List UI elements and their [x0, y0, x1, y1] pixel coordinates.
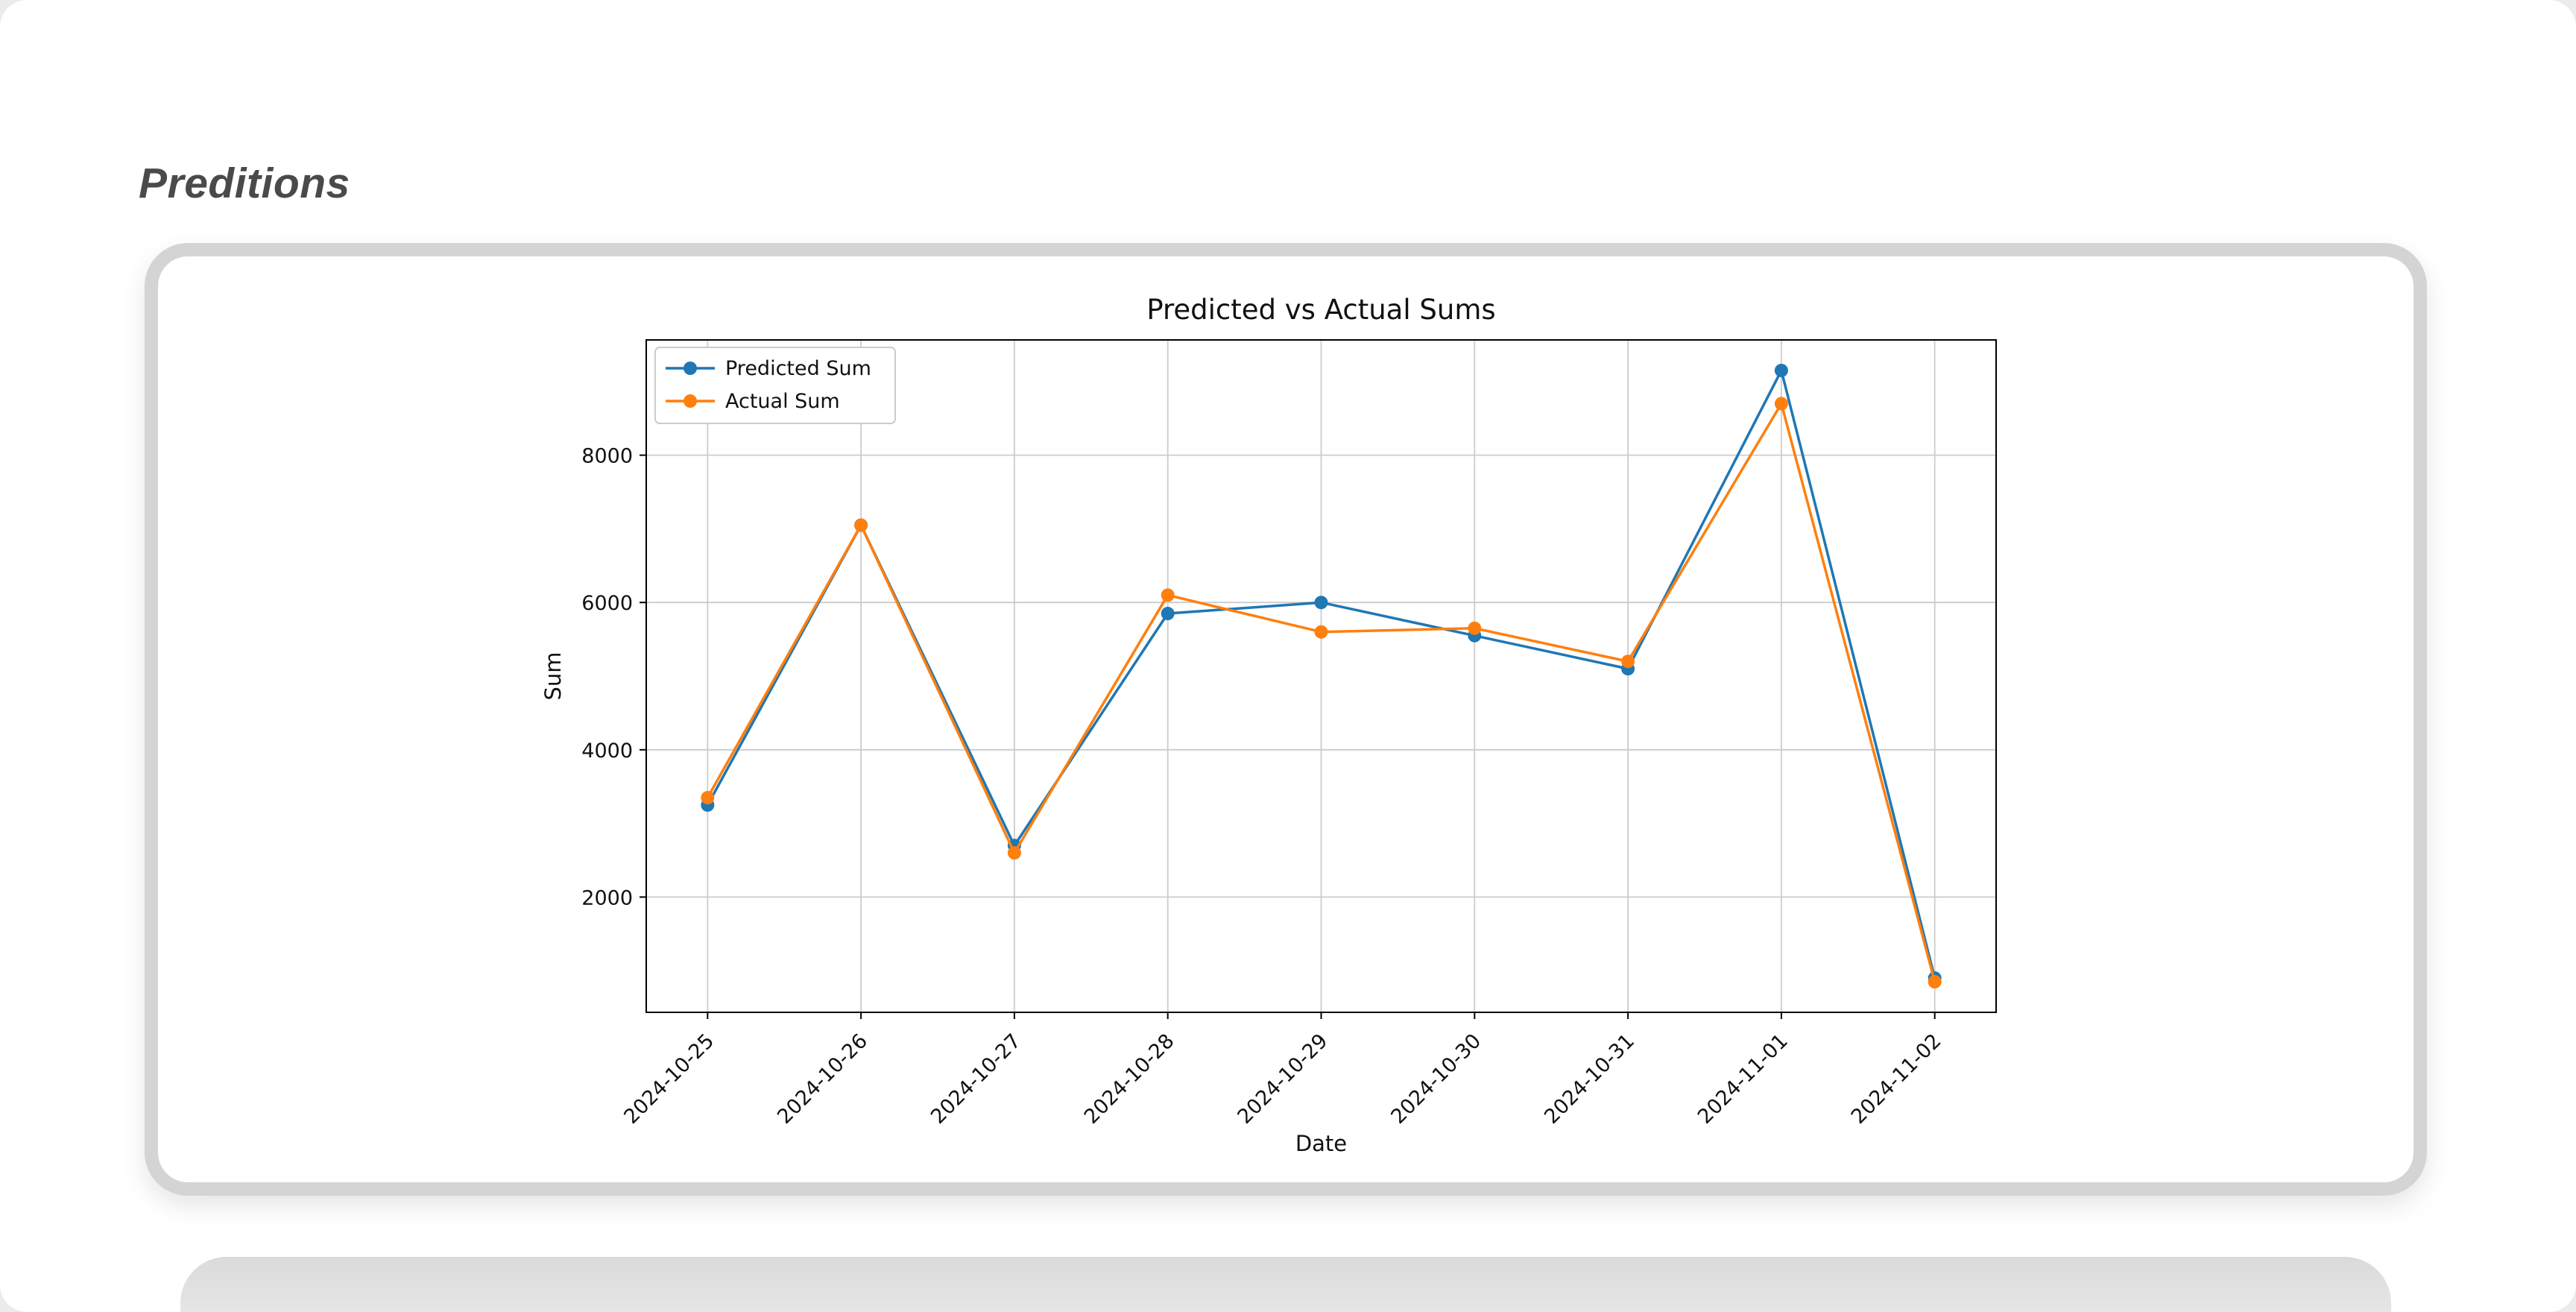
legend-label: Predicted Sum — [725, 357, 871, 380]
x-tick-label: 2024-10-26 — [773, 1029, 872, 1129]
data-point-marker — [1774, 364, 1788, 377]
chart-container: 2000 4000 6000 8000 2024-10-25 2024-10-26 2024… — [408, 288, 2361, 1171]
x-tick-label: 2024-10-30 — [1386, 1029, 1486, 1129]
legend-label: Actual Sum — [725, 390, 840, 413]
next-card-edge — [180, 1257, 2391, 1312]
legend-box — [654, 347, 896, 424]
legend-marker — [684, 394, 697, 408]
data-point-marker — [1468, 621, 1482, 635]
page-title: Preditions — [139, 160, 350, 207]
y-tick-label: 8000 — [581, 445, 633, 468]
y-tick-label: 6000 — [581, 592, 633, 615]
predictions-chart: 2000 4000 6000 8000 2024-10-25 2024-10-26 2024… — [540, 294, 1997, 1156]
x-axis-label: Date — [1295, 1131, 1347, 1156]
y-tick-label: 4000 — [581, 739, 633, 763]
data-point-marker — [1314, 596, 1328, 610]
data-point-marker — [1161, 607, 1175, 621]
data-point-marker — [1314, 625, 1328, 639]
data-point-marker — [1774, 397, 1788, 411]
x-tick-label: 2024-10-31 — [1540, 1029, 1639, 1129]
data-point-marker — [1007, 846, 1021, 860]
y-tick-label: 2000 — [581, 886, 633, 909]
data-point-marker — [1928, 975, 1942, 988]
data-point-marker — [1621, 655, 1635, 669]
x-tick-label: 2024-10-29 — [1234, 1029, 1333, 1129]
x-tick-label: 2024-11-02 — [1847, 1029, 1946, 1129]
legend-marker — [684, 362, 697, 375]
x-tick-label: 2024-10-27 — [926, 1029, 1026, 1129]
x-tick-label: 2024-10-28 — [1080, 1029, 1179, 1129]
x-tick-label: 2024-10-25 — [619, 1029, 719, 1129]
y-axis-label: Sum — [540, 652, 566, 700]
data-point-marker — [1161, 588, 1175, 602]
chart-title: Predicted vs Actual Sums — [1146, 294, 1495, 326]
data-point-marker — [854, 518, 868, 532]
data-point-marker — [701, 791, 715, 805]
predictions-card: 2000 4000 6000 8000 2024-10-25 2024-10-26 2024… — [145, 243, 2427, 1196]
x-tick-label: 2024-11-01 — [1693, 1029, 1793, 1129]
